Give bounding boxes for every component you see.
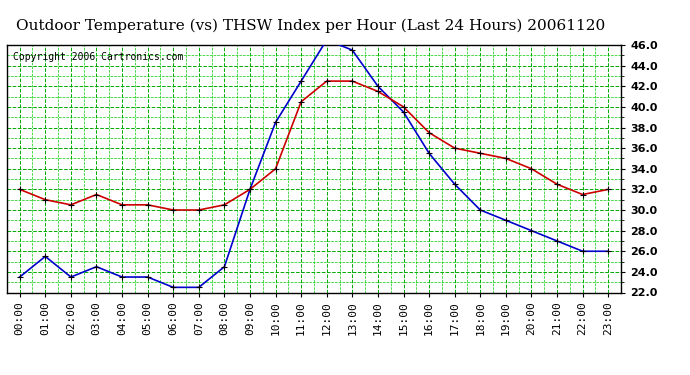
Text: Outdoor Temperature (vs) THSW Index per Hour (Last 24 Hours) 20061120: Outdoor Temperature (vs) THSW Index per … <box>16 19 605 33</box>
Text: Copyright 2006 Cartronics.com: Copyright 2006 Cartronics.com <box>13 53 184 62</box>
